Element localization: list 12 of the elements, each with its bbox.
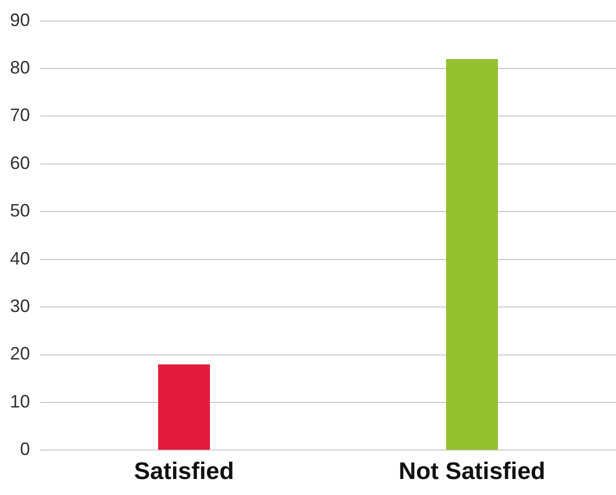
y-tick-label: 70 — [10, 105, 30, 126]
y-tick-label: 80 — [10, 57, 30, 78]
y-tick-label: 30 — [10, 296, 30, 316]
y-tick-label: 10 — [10, 391, 30, 412]
x-tick-label: Satisfied — [134, 458, 234, 486]
y-tick-label: 50 — [10, 200, 30, 221]
y-tick-label: 0 — [20, 439, 30, 460]
y-tick-label: 90 — [10, 10, 30, 30]
y-tick-label: 20 — [10, 344, 30, 364]
y-tick-label: 40 — [10, 248, 30, 268]
x-tick-label: Not Satisfied — [398, 458, 546, 486]
y-tick-label: 60 — [10, 152, 30, 173]
